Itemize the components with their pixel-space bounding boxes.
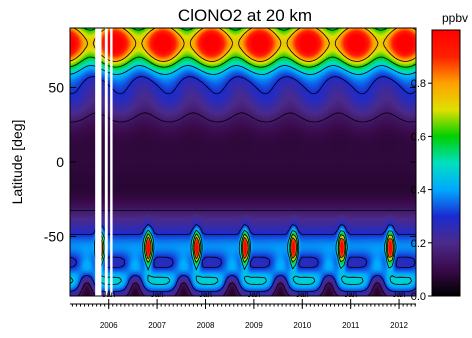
data-gaps (95, 28, 113, 296)
y-tick-label: 0 (56, 154, 64, 170)
x-tick-month-label: Jan (199, 290, 212, 299)
colorbar-tick-label: 0.0 (411, 291, 426, 303)
plot-area (69, 27, 417, 297)
x-tick-year-label: 2008 (197, 321, 215, 330)
y-axis: 50 0 -50 (44, 80, 416, 244)
y-tick-label: -50 (44, 228, 64, 244)
x-tick-year-label: 2006 (100, 321, 118, 330)
colorbar-tick-label: 0.6 (411, 131, 426, 143)
y-tick-label: 50 (48, 80, 64, 96)
y-axis-label: Latitude [deg] (9, 120, 25, 205)
x-tick-month-label: Jan (247, 290, 260, 299)
heatmap-image (70, 28, 416, 296)
colorbar-tick-label: 0.8 (411, 78, 426, 90)
contour-line-2 (70, 76, 416, 293)
data-gap-1 (95, 28, 102, 296)
data-gap-3 (110, 28, 113, 296)
colorbar-tick-label: 0.2 (411, 238, 426, 250)
colorbar-tick-label: 0.4 (411, 185, 426, 197)
x-tick-year-label: 2009 (245, 321, 263, 330)
colorbar-ticks: 0.8 0.6 0.4 0.2 0.0 (411, 78, 432, 303)
colorbar-bar (431, 29, 461, 297)
x-tick-month-label: Jan (393, 290, 406, 299)
x-tick-month-label: Jan (151, 290, 164, 299)
chart-title: ClONO2 at 20 km (178, 6, 312, 25)
x-tick-month-label: Jan (102, 290, 115, 299)
x-tick-year-label: 2010 (293, 321, 311, 330)
contour-line-1 (70, 112, 416, 296)
x-axis: Jan 2006 Jan 2007 Jan 2008 Jan 2009 Jan 2010 Jan 20… (70, 290, 416, 330)
x-tick-year-label: 2007 (148, 321, 166, 330)
x-tick-month-label: Jan (344, 290, 357, 299)
x-tick-year-label: 2011 (342, 321, 360, 330)
x-tick-year-label: 2012 (390, 321, 408, 330)
colorbar-unit: ppbv (442, 11, 468, 25)
colorbar: ppbv 0.8 0.6 0.4 0.2 0.0 (411, 11, 468, 303)
x-tick-month-label: Jan (296, 290, 309, 299)
data-gap-2 (104, 28, 108, 296)
